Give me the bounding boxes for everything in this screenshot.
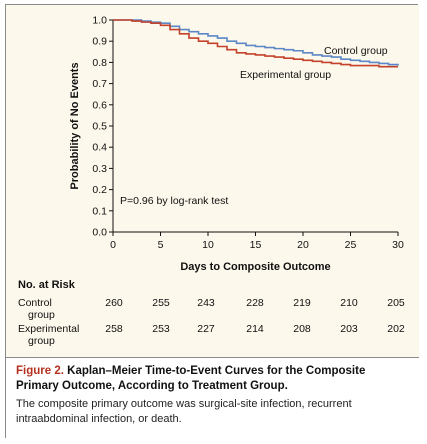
x-tick-label: 25 — [345, 239, 357, 251]
risk-value: 260 — [105, 297, 123, 309]
caption-title: Kaplan–Meier Time-to-Event Curves for th… — [16, 365, 366, 392]
caption-body: The composite primary outcome was surgic… — [16, 398, 352, 425]
caption-heading: Figure 2. Kaplan–Meier Time-to-Event Cur… — [16, 364, 409, 394]
risk-row-label-line: group — [28, 309, 55, 321]
x-axis-label: Days to Composite Outcome — [180, 261, 330, 273]
y-tick-label: 0.8 — [92, 57, 107, 69]
y-tick-label: 0.9 — [92, 36, 107, 48]
y-tick-label: 0.3 — [92, 163, 107, 175]
risk-value: 202 — [387, 323, 405, 335]
y-tick-label: 0.0 — [92, 227, 107, 239]
risk-value: 219 — [293, 297, 311, 309]
x-tick-label: 10 — [202, 239, 214, 251]
risk-value: 210 — [340, 297, 358, 309]
figure-caption: Figure 2. Kaplan–Meier Time-to-Event Cur… — [6, 357, 419, 439]
y-tick-label: 1.0 — [92, 15, 107, 27]
y-axis-label: Probability of No Events — [69, 62, 81, 189]
figure-frame: 0.0 0.1 0.2 0.3 0.4 0.5 0.6 0.7 0.8 0.9 1.0 0 5 10 15 2… — [5, 4, 419, 439]
y-tick-label: 0.6 — [92, 99, 107, 111]
risk-table: No. at Risk Control group 260 255 243 228 219 2… — [6, 279, 419, 359]
risk-value: 258 — [105, 323, 123, 335]
risk-value: 228 — [246, 297, 264, 309]
y-tick-label: 0.1 — [92, 205, 107, 217]
risk-table-title: No. at Risk — [18, 279, 75, 291]
x-tick-label: 5 — [158, 239, 164, 251]
x-tick-label: 20 — [297, 239, 309, 251]
risk-value: 208 — [293, 323, 311, 335]
risk-row-label: Control group — [18, 297, 88, 321]
risk-row-label-line: group — [28, 335, 55, 347]
control-group-label: Control group — [324, 45, 388, 57]
y-tick-label: 0.4 — [92, 142, 107, 154]
risk-value: 253 — [152, 323, 170, 335]
km-chart: 0.0 0.1 0.2 0.3 0.4 0.5 0.6 0.7 0.8 0.9 1.0 0 5 10 15 2… — [69, 15, 404, 274]
x-tick-label: 0 — [110, 239, 116, 251]
y-tick-label: 0.5 — [92, 121, 107, 133]
experimental-group-label: Experimental group — [240, 69, 331, 81]
logrank-annotation: P=0.96 by log-rank test — [120, 195, 228, 207]
risk-row-label-line: Control — [18, 297, 52, 309]
risk-value: 227 — [197, 323, 215, 335]
control-group-curve — [113, 19, 399, 66]
x-tick-label: 15 — [250, 239, 262, 251]
x-tick-label: 30 — [392, 239, 404, 251]
risk-value: 255 — [152, 297, 170, 309]
risk-value: 214 — [246, 323, 264, 335]
risk-value: 243 — [197, 297, 215, 309]
risk-value: 203 — [340, 323, 358, 335]
risk-row-label-line: Experimental — [18, 323, 80, 335]
experimental-group-curve — [113, 19, 398, 68]
risk-row-label: Experimental group — [18, 323, 88, 347]
plot-area: 0.0 0.1 0.2 0.3 0.4 0.5 0.6 0.7 0.8 0.9 1.0 0 5 10 15 2… — [6, 5, 419, 357]
caption-figure-label: Figure 2. — [16, 365, 64, 377]
y-tick-label: 0.2 — [92, 184, 107, 196]
risk-value: 205 — [387, 297, 405, 309]
y-tick-label: 0.7 — [92, 78, 107, 90]
